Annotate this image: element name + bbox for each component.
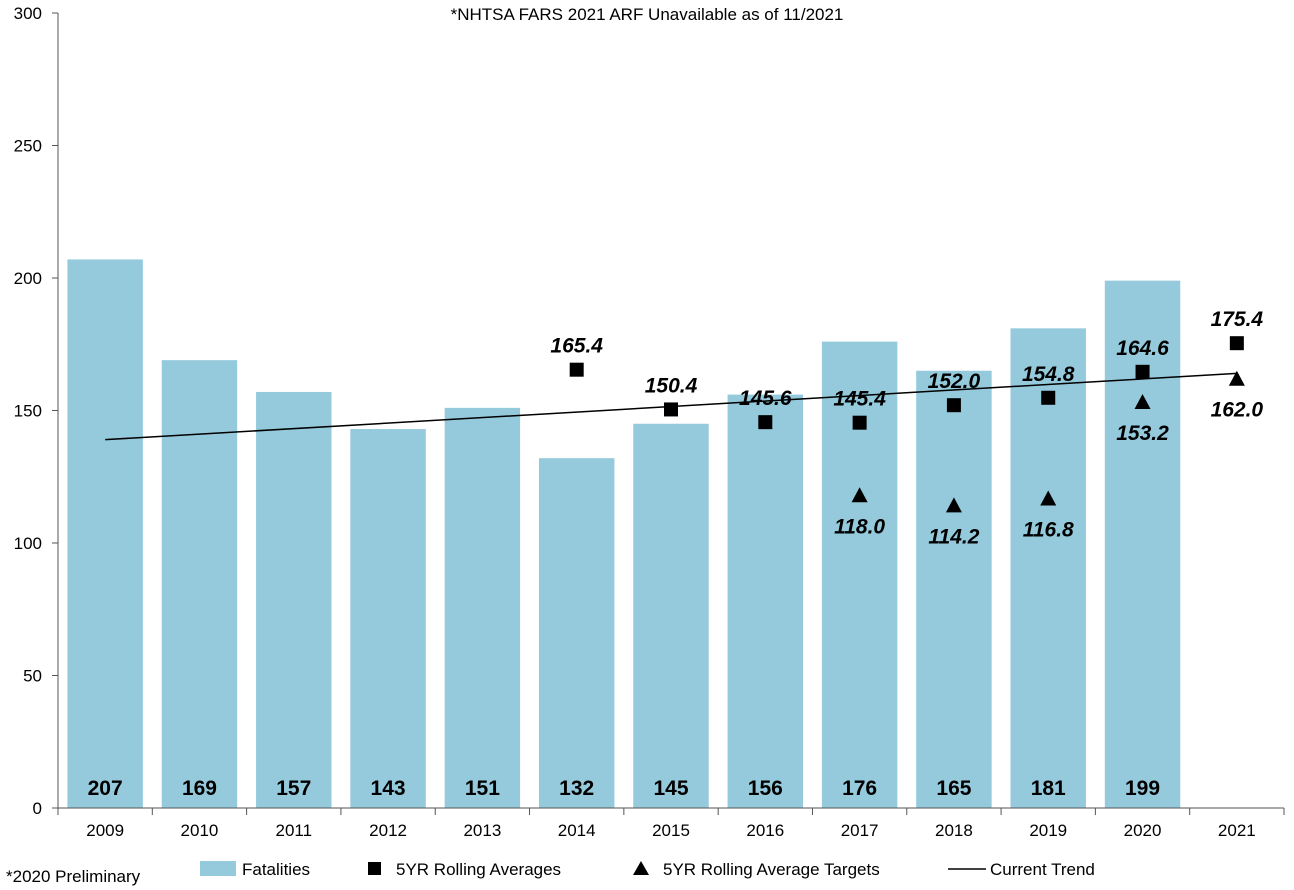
bar-2013 [444,407,521,808]
legend-swatch-avg [368,862,381,875]
target-label-2019: 116.8 [1023,518,1074,541]
point-labels-group: 165.4 150.4 145.6 145.4 152.0 154.8 164.6 175.4… [550,308,1263,548]
x-tick-label-2019: 2019 [1029,821,1067,840]
target-marker-2017 [851,487,868,503]
target-marker-2019 [1040,490,1057,506]
legend-swatch-fatalities [200,861,236,876]
y-tick-label-250: 250 [14,137,42,156]
y-tick-label-150: 150 [14,402,42,421]
chart-annotation: *NHTSA FARS 2021 ARF Unavailable as of 1… [451,5,844,24]
axes-group: 0 50 100 150 200 250 300 2009 2010 2011 2012 2013 20… [14,4,1285,840]
bar-2010 [161,360,238,808]
avg-label-2021: 175.4 [1211,308,1264,331]
legend-label-targets: 5YR Rolling Average Targets [663,860,880,879]
avg-marker-2019 [1041,390,1056,405]
y-tick-label-100: 100 [14,534,42,553]
x-tick-label-2018: 2018 [935,821,973,840]
avg-label-2018: 152.0 [928,370,981,393]
legend-label-trend: Current Trend [990,860,1095,879]
bar-label-2011: 157 [276,777,311,800]
x-tick-label-2011: 2011 [275,821,312,840]
avg-marker-2014 [569,362,584,377]
bar-label-2019: 181 [1031,777,1066,800]
avg-label-2015: 150.4 [645,374,698,397]
bars-group [67,259,1181,808]
bar-label-2012: 143 [371,777,406,800]
avg-marker-2021 [1229,336,1244,351]
target-label-2018: 114.2 [928,525,979,548]
avg-marker-2016 [758,415,773,430]
target-label-2021: 162.0 [1211,399,1264,422]
bar-label-2013: 151 [465,777,500,800]
x-tick-label-2012: 2012 [369,821,407,840]
x-tick-label-2021: 2021 [1218,821,1256,840]
avg-label-2020: 164.6 [1116,337,1169,360]
x-tick-label-2020: 2020 [1124,821,1162,840]
legend-swatch-targets [633,861,649,875]
target-label-2020: 153.2 [1116,422,1169,445]
target-marker-2021 [1228,370,1245,386]
x-tick-label-2013: 2013 [463,821,501,840]
avg-marker-2017 [852,415,867,430]
bar-2017 [821,341,898,808]
avg-label-2019: 154.8 [1022,363,1075,386]
legend: Fatalities 5YR Rolling Averages 5YR Rollin… [200,860,1095,879]
target-label-2017: 118.0 [834,515,885,538]
x-tick-label-2016: 2016 [746,821,784,840]
y-tick-label-50: 50 [23,667,42,686]
y-tick-label-0: 0 [33,799,42,818]
bar-label-2014: 132 [559,777,594,800]
bar-2009 [67,259,143,808]
target-marker-2018 [945,497,962,513]
bar-2016 [727,394,804,808]
bar-2018 [916,370,992,808]
avg-marker-2015 [664,402,678,417]
avg-label-2014: 165.4 [550,335,603,358]
target-marker-2020 [1134,394,1151,410]
x-tick-label-2009: 2009 [86,821,124,840]
bar-label-2009: 207 [88,777,123,800]
legend-label-fatalities: Fatalities [242,860,310,879]
avg-marker-2018 [946,398,961,413]
bar-label-2018: 165 [936,777,971,800]
bar-label-2015: 145 [653,777,688,800]
avg-label-2016: 145.6 [739,387,792,410]
bar-label-2016: 156 [748,777,783,800]
bar-2014 [538,458,615,808]
bar-labels-group: 207 169 157 143 151 132 145 156 176 165 181 199 [88,777,1160,800]
x-tick-label-2014: 2014 [558,821,596,840]
x-tick-label-2015: 2015 [652,821,690,840]
bar-label-2017: 176 [842,777,877,800]
bar-2015 [633,423,709,808]
y-tick-label-200: 200 [14,269,42,288]
y-tick-label-300: 300 [14,4,42,23]
bar-2019 [1010,328,1086,808]
avg-label-2017: 145.4 [833,388,886,411]
bar-label-2010: 169 [182,777,217,800]
bar-2011 [256,391,332,808]
legend-label-avg: 5YR Rolling Averages [396,860,561,879]
avg-marker-2020 [1135,364,1150,379]
x-tick-label-2017: 2017 [841,821,879,840]
markers-group [569,336,1245,513]
bar-label-2020: 199 [1125,777,1160,800]
footnote: *2020 Preliminary [6,867,141,886]
x-tick-label-2010: 2010 [181,821,219,840]
bar-2012 [350,429,426,808]
